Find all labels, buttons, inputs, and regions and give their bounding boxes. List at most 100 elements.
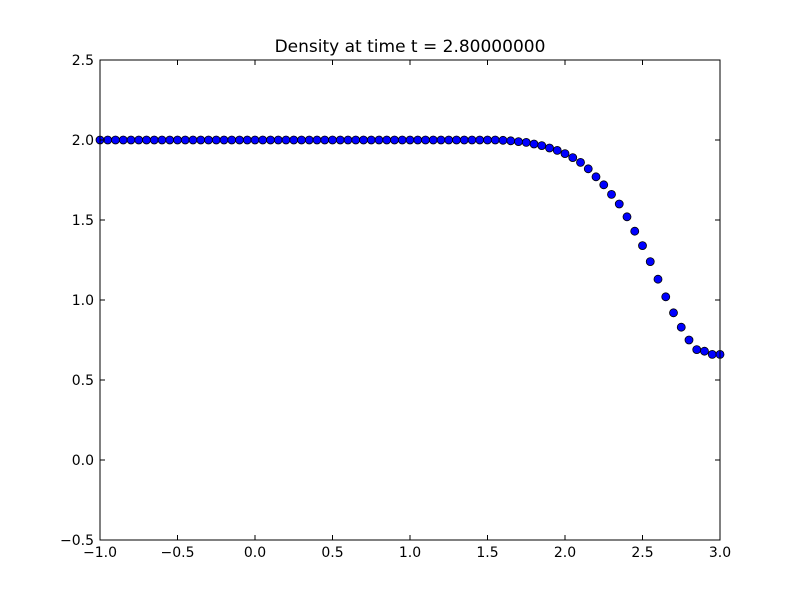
data-point	[328, 135, 337, 145]
x-tick-label: 1.0	[399, 545, 421, 561]
data-point	[320, 135, 330, 145]
data-point	[134, 135, 144, 145]
data-point	[490, 135, 500, 145]
data-point	[343, 135, 353, 145]
data-point	[452, 135, 461, 145]
data-point	[219, 135, 229, 145]
data-point	[374, 135, 384, 145]
data-point	[390, 135, 399, 145]
data-point	[692, 345, 702, 355]
x-tick-label: 2.5	[631, 545, 653, 561]
data-point	[599, 180, 609, 190]
data-point	[142, 135, 151, 145]
data-point	[196, 135, 206, 145]
data-point	[173, 135, 182, 145]
data-point	[676, 322, 686, 332]
data-point	[204, 135, 213, 145]
data-point	[614, 199, 624, 209]
chart-title: Density at time t = 2.80000000	[275, 37, 546, 57]
y-tick-label: −0.5	[60, 533, 94, 549]
data-point	[583, 164, 593, 174]
data-point	[638, 241, 647, 251]
x-tick-label: 0.0	[244, 545, 266, 561]
data-point	[149, 135, 159, 145]
data-point	[304, 135, 314, 145]
data-point	[576, 157, 585, 167]
data-point	[351, 135, 361, 145]
data-point	[273, 135, 283, 145]
data-point	[560, 149, 570, 159]
data-point	[661, 292, 671, 302]
data-point	[382, 135, 392, 145]
data-point	[475, 135, 485, 145]
data-point	[459, 135, 469, 145]
data-point	[242, 135, 252, 145]
x-tick-label: 0.5	[321, 545, 343, 561]
data-point	[211, 135, 221, 145]
data-point	[514, 137, 523, 147]
x-tick-label: 3.0	[709, 545, 731, 561]
data-point	[111, 135, 120, 145]
x-tick-label: −0.5	[161, 545, 195, 561]
data-point	[684, 335, 694, 345]
data-point	[235, 135, 244, 145]
data-point	[467, 135, 477, 145]
y-tick-label: 2.5	[72, 53, 94, 69]
y-tick-label: 1.0	[72, 293, 94, 309]
data-point	[250, 135, 260, 145]
data-point	[312, 135, 322, 145]
data-point	[421, 135, 430, 145]
data-point	[591, 172, 601, 182]
data-point	[545, 143, 554, 153]
data-point	[669, 308, 678, 318]
data-point	[227, 135, 237, 145]
data-point	[700, 346, 709, 356]
data-point	[297, 135, 306, 145]
data-point	[483, 135, 492, 145]
y-tick-label: 2.0	[72, 133, 94, 149]
data-point	[645, 257, 655, 267]
data-point	[498, 135, 508, 145]
data-point	[529, 139, 539, 149]
data-point	[266, 135, 275, 145]
data-point	[436, 135, 446, 145]
data-point	[335, 135, 345, 145]
data-point	[607, 189, 616, 199]
data-point	[707, 349, 717, 359]
data-point	[521, 137, 531, 147]
x-tick-label: −1.0	[83, 545, 117, 561]
data-point	[289, 135, 299, 145]
data-point	[444, 135, 454, 145]
data-point	[180, 135, 190, 145]
y-tick-label: 0.0	[72, 453, 94, 469]
data-point	[281, 135, 291, 145]
data-point	[157, 135, 167, 145]
data-point	[118, 135, 128, 145]
data-point	[568, 153, 578, 163]
data-point	[653, 274, 663, 284]
data-point	[405, 135, 415, 145]
axis-ticks: −1.0 −0.5 0.0 0.5 1.0 1.5 2.0 2.5 3.0−0.50.00.51…	[60, 53, 731, 561]
data-point	[366, 135, 376, 145]
y-tick-label: 1.5	[72, 213, 94, 229]
y-tick-label: 0.5	[72, 373, 94, 389]
data-point	[188, 135, 198, 145]
data-point	[622, 212, 632, 222]
plot-frame	[99, 59, 721, 541]
data-point	[428, 135, 438, 145]
x-tick-label: 2.0	[554, 545, 576, 561]
data-point	[552, 145, 562, 155]
data-point	[359, 135, 368, 145]
data-point	[165, 135, 175, 145]
data-points	[95, 135, 725, 359]
data-point	[630, 226, 640, 236]
data-point	[506, 136, 516, 146]
data-point	[258, 135, 268, 145]
data-point	[126, 135, 136, 145]
data-point	[397, 135, 407, 145]
x-tick-label: 1.5	[476, 545, 498, 561]
data-point	[413, 135, 423, 145]
data-point	[537, 141, 547, 151]
